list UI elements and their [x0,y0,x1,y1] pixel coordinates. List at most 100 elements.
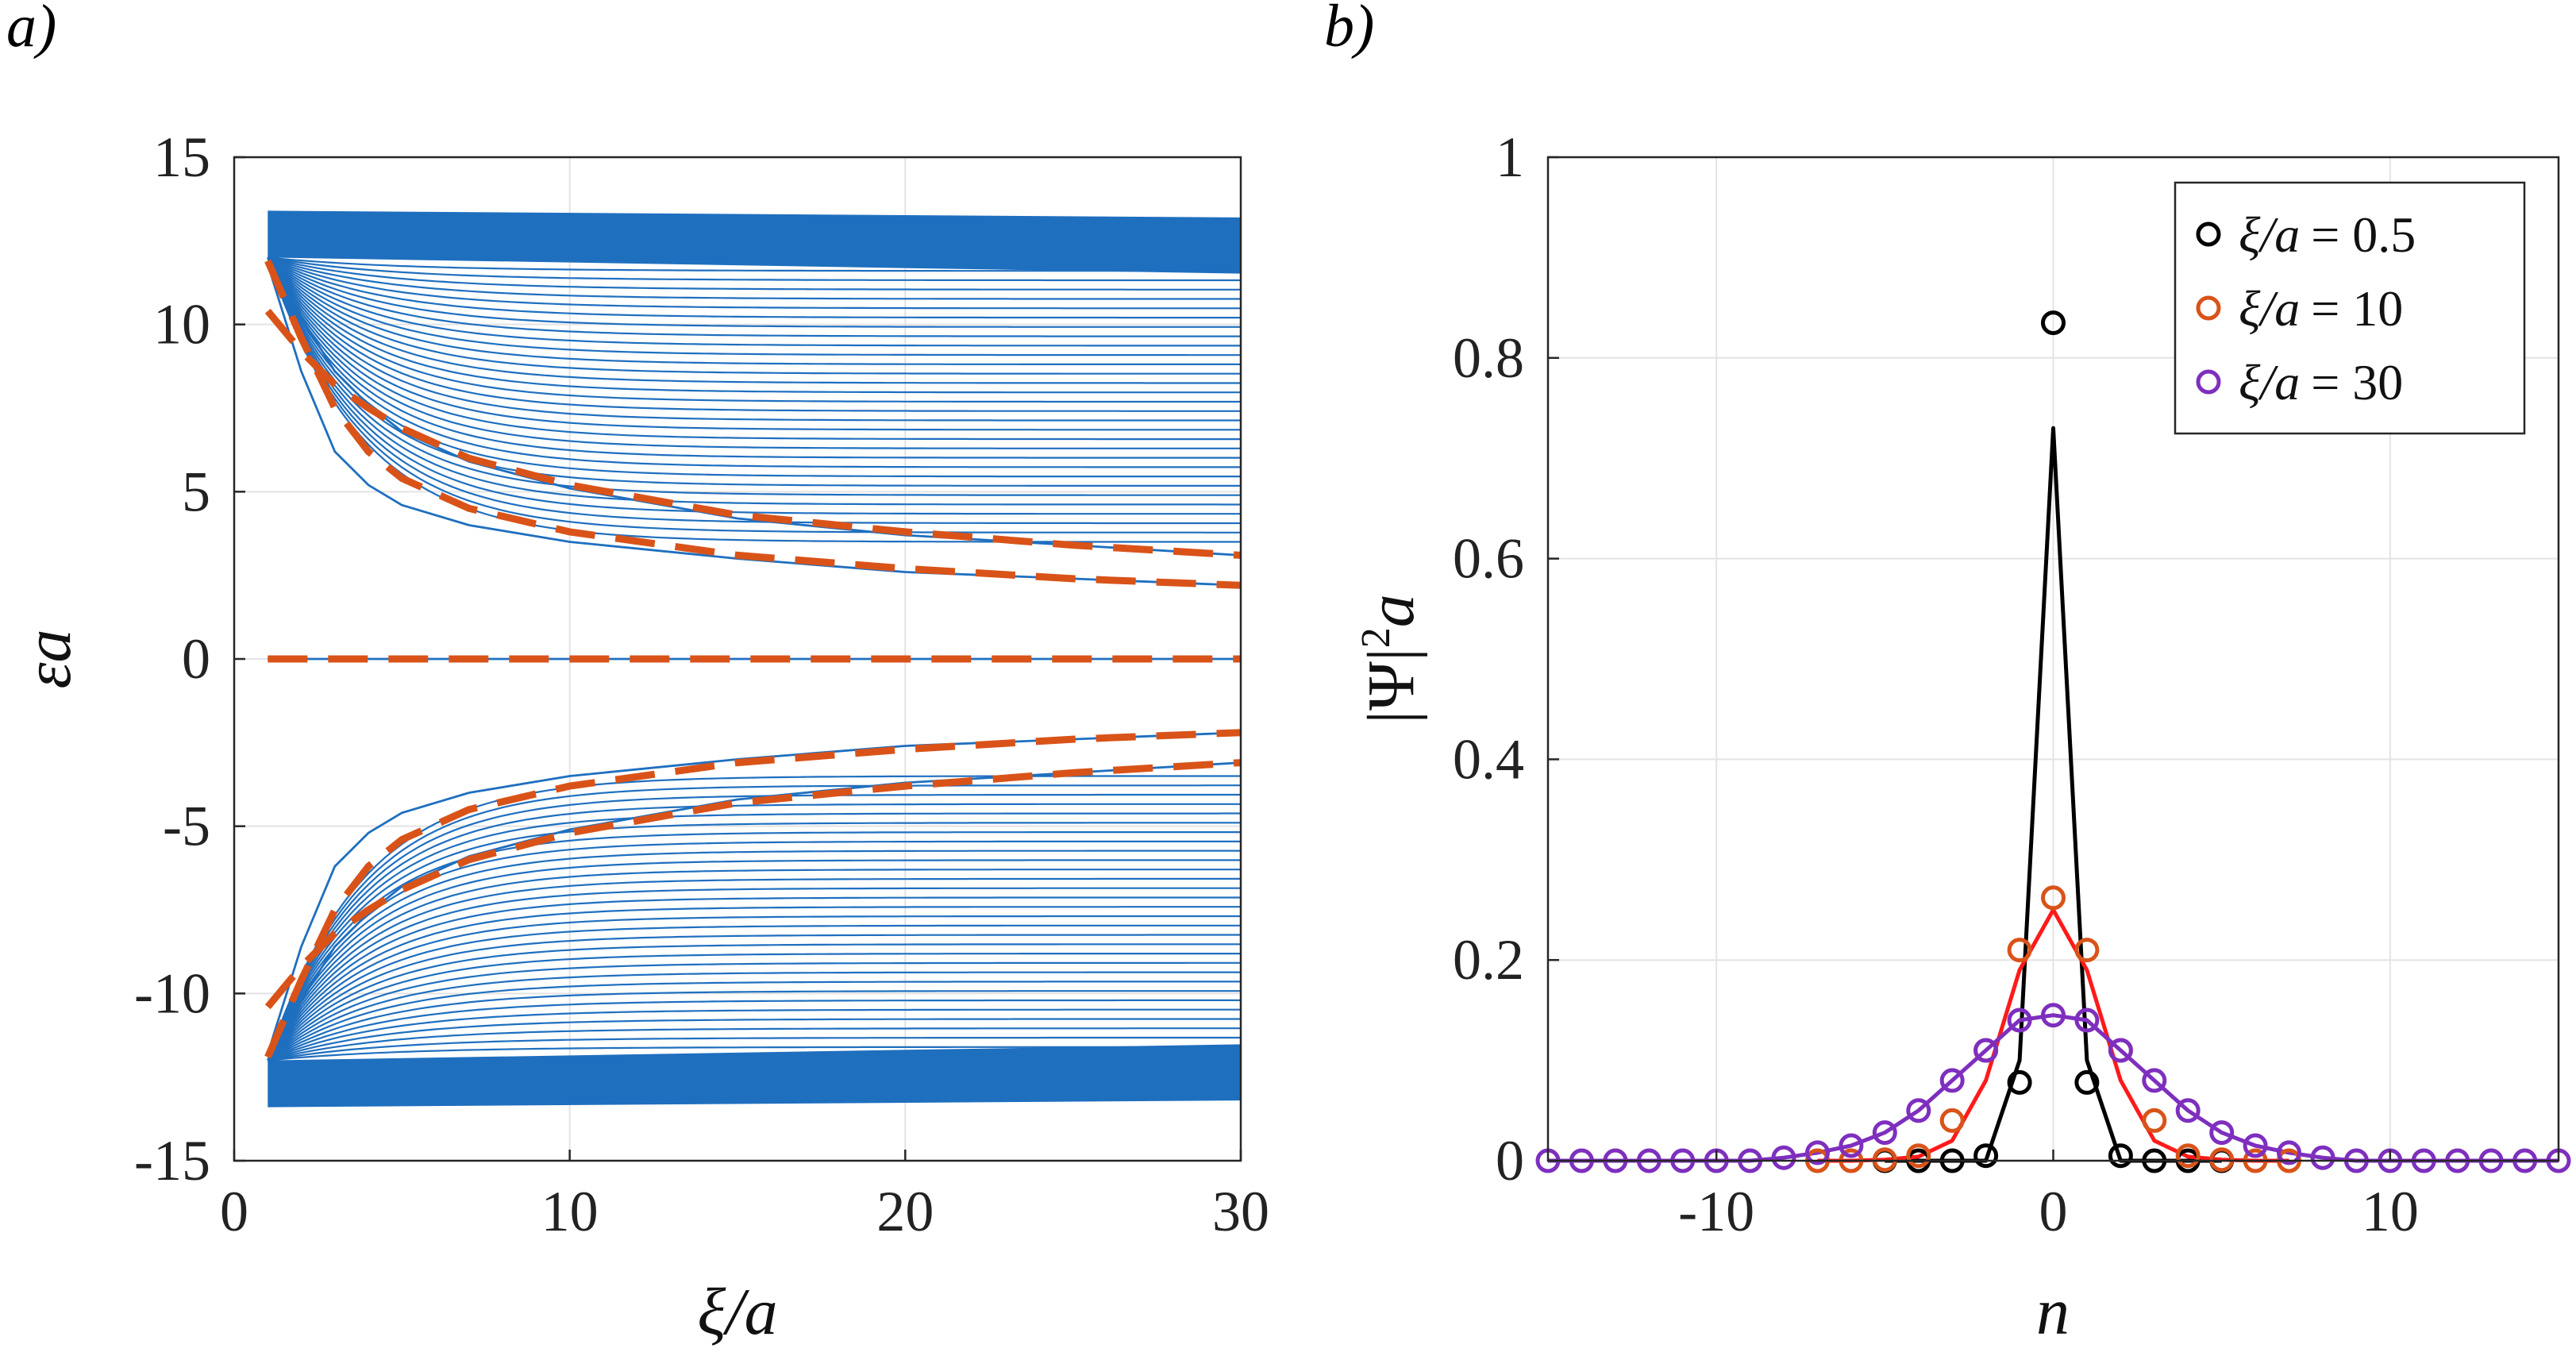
panel-a-y-tick-label: 0 [182,627,210,691]
dense-level-line [267,256,1241,300]
panel-a-ticks: 0 10 20 30 15 10 5 0 -5 -10 -15 [134,125,1269,1243]
dense-level-line [267,256,1241,347]
dense-level-line [267,906,1241,1061]
solid-level-line [266,264,1242,587]
dense-level-line [267,934,1241,1061]
dense-level-line [267,256,1241,422]
data-point [2175,1098,2201,1123]
dense-level-line [267,775,1241,1061]
dense-level-line [268,256,1241,282]
panel-b-y-axis-label-main: |Ψ| [1354,648,1428,724]
panel-b-x-tick-label: 10 [2362,1180,2419,1243]
dense-level-line [267,869,1241,1061]
data-point [1939,1068,1965,1093]
data-point [1839,1133,1864,1158]
panel-b-y-axis-label: |Ψ|2a [1353,594,1428,724]
data-point [1939,1108,1965,1133]
panel-b-y-tick-label: 0.4 [1453,727,1524,791]
data-point [2175,1143,2201,1169]
panel-b-y-tick-label: 0.8 [1453,326,1524,390]
data-point [1872,1147,1897,1173]
data-point [1906,1143,1931,1169]
legend-entry-label: ξ/a = 30 [2239,354,2403,410]
dense-level-line [267,256,1241,403]
panel-b-x-tick-label: -10 [1678,1180,1754,1243]
dashed-level-line [264,729,1242,1059]
dense-level-line [267,256,1241,496]
panel-a-x-tick-label: 20 [876,1180,934,1243]
panel-b-y-tick-label: 0.2 [1453,928,1524,992]
data-point [2108,1143,2133,1169]
data-point [2074,1007,2100,1033]
data-point [2041,885,2066,911]
dense-level-line [267,990,1241,1061]
dense-level-line [267,887,1241,1061]
panel-b-y-tick-label: 1 [1496,125,1524,189]
panel-b-y-axis-label-tail: a [1354,594,1428,627]
dense-level-line [267,257,1241,534]
dense-level-line [267,257,1241,543]
data-point [2209,1147,2235,1173]
panel-a-label: a) [6,0,56,60]
dense-level-line [267,256,1241,384]
lower-band-fill [268,1044,1242,1108]
dashed-level-line [264,259,1242,589]
dense-level-line [267,1018,1241,1061]
panel-b-ticks: -10 0 10 1 0.8 0.6 0.4 0.2 0 [1453,125,2419,1243]
dense-level-line [268,1036,1241,1061]
dense-level-line [267,952,1241,1061]
dense-level-line [267,784,1241,1061]
dense-level-line [267,999,1241,1061]
dashed-level-line [264,759,1242,1010]
legend-entry-value: = 10 [2311,280,2403,337]
dense-level-line [267,915,1241,1061]
legend-entry-value: = 0.5 [2311,206,2416,263]
panel-a-series [264,259,1242,1059]
panel-b-x-axis-label: n [2036,1275,2070,1349]
panel-b-label: b) [1324,0,1374,60]
data-point [1973,1143,1999,1169]
dense-level-line [267,256,1241,441]
data-point [2209,1120,2235,1146]
dense-level-line [267,924,1241,1061]
dense-level-line [267,877,1241,1061]
dense-level-line [267,257,1241,506]
dense-level-line [267,896,1241,1061]
dense-level-line [267,256,1241,375]
panel-b-legend: ξ/a = 0.5ξ/a = 10ξ/a = 30 [2174,181,2526,435]
dense-level-line [267,830,1241,1061]
dense-level-line [267,256,1241,459]
solid-level-line [266,731,1242,1054]
dense-level-line [267,793,1241,1061]
data-point [1973,1038,1999,1063]
data-point [2074,1069,2100,1095]
dense-level-line [267,981,1241,1061]
dense-level-line [267,971,1241,1061]
dense-level-line [267,256,1241,310]
panel-a-dense-levels [267,210,1242,1108]
legend-entry-var: ξ/a [2239,280,2300,337]
dense-level-line [267,803,1241,1061]
dense-level-line [267,850,1241,1061]
legend-marker [2196,295,2221,321]
dense-level-line [267,256,1241,365]
legend-marker [2196,222,2221,247]
panel-a-y-tick-label: -10 [134,961,210,1025]
data-point [2277,1140,2301,1165]
data-point [1906,1098,1931,1123]
panel-a-x-tick-label: 30 [1212,1180,1269,1243]
panel-a-y-tick-label: 10 [153,293,210,356]
data-point [1805,1140,1830,1165]
panel-b-y-axis-label-sup: 2 [1353,627,1399,648]
data-point [2007,938,2032,963]
dense-level-line [267,256,1241,468]
dense-level-line [267,812,1241,1061]
dashed-level-line [264,308,1242,559]
dense-level-line [267,257,1241,515]
data-point [1771,1145,1796,1170]
panel-b-y-tick-label: 0 [1496,1129,1524,1192]
dense-level-line [267,1008,1241,1061]
legend-box [2174,181,2526,435]
dense-level-line [267,256,1241,449]
